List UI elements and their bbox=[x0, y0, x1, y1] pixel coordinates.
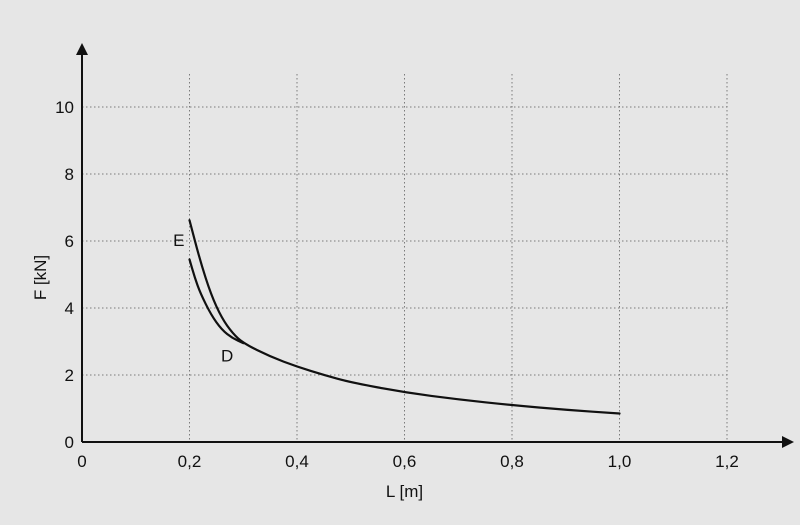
y-tick-label-3: 6 bbox=[65, 232, 74, 251]
x-axis-ticks: 0 0,2 0,4 0,6 0,8 1,0 1,2 bbox=[77, 452, 739, 471]
curve-label-E: E bbox=[173, 231, 184, 250]
y-axis-ticks: 0 2 4 6 8 10 bbox=[55, 98, 74, 452]
annotation-layer: ED bbox=[173, 231, 233, 366]
x-axis-title: L [m] bbox=[386, 482, 423, 501]
x-tick-label-1: 0,2 bbox=[178, 452, 202, 471]
x-tick-label-3: 0,6 bbox=[393, 452, 417, 471]
x-tick-label-2: 0,4 bbox=[285, 452, 309, 471]
y-tick-label-4: 8 bbox=[65, 165, 74, 184]
y-axis-title: F [kN] bbox=[31, 255, 50, 300]
grid-layer bbox=[82, 74, 728, 442]
x-tick-label-4: 0,8 bbox=[500, 452, 524, 471]
series-line-1 bbox=[188, 219, 621, 415]
y-tick-label-2: 4 bbox=[65, 299, 74, 318]
x-tick-label-0: 0 bbox=[77, 452, 86, 471]
x-tick-label-5: 1,0 bbox=[608, 452, 632, 471]
series-line-2 bbox=[188, 258, 245, 345]
x-tick-label-6: 1,2 bbox=[715, 452, 739, 471]
y-tick-label-1: 2 bbox=[65, 366, 74, 385]
y-tick-label-5: 10 bbox=[55, 98, 74, 117]
series-layer bbox=[188, 219, 621, 415]
curve-label-D: D bbox=[221, 347, 233, 366]
y-tick-label-0: 0 bbox=[65, 433, 74, 452]
